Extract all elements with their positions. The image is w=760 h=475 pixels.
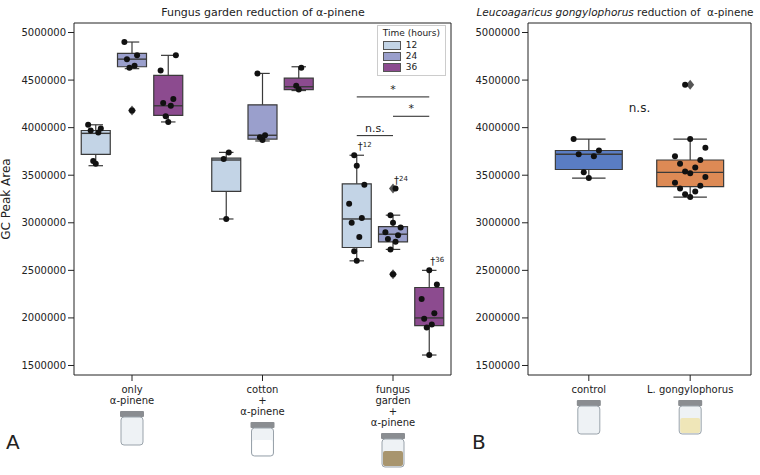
- svg-text:4500000: 4500000: [475, 75, 520, 86]
- svg-text:2000000: 2000000: [21, 312, 66, 323]
- svg-text:control: control: [571, 384, 606, 395]
- svg-text:n.s.: n.s.: [629, 101, 651, 115]
- html-text:B: B: [472, 430, 486, 454]
- svg-text:L. gongylophorus: L. gongylophorus: [647, 384, 733, 395]
- svg-text:*: *: [408, 102, 414, 115]
- svg-text:4000000: 4000000: [475, 122, 520, 133]
- svg-text:2500000: 2500000: [21, 265, 66, 276]
- svg-text:n.s.: n.s.: [365, 122, 385, 135]
- svg-text:2500000: 2500000: [475, 265, 520, 276]
- svg-text:3500000: 3500000: [475, 170, 520, 181]
- svg-text:4500000: 4500000: [21, 75, 66, 86]
- html-text:36: 36: [405, 62, 418, 72]
- html-text:Fungus garden reduction of α-p: Fungus garden reduction of α-pinene: [161, 6, 365, 19]
- svg-text:†24: †24: [394, 175, 408, 186]
- svg-text:1500000: 1500000: [21, 360, 66, 371]
- svg-text:†36: †36: [430, 256, 444, 267]
- svg-text:3000000: 3000000: [475, 217, 520, 228]
- svg-text:5000000: 5000000: [21, 27, 66, 38]
- html-text:Time (hours): Time (hours): [382, 28, 440, 38]
- html-text:A: A: [6, 430, 20, 454]
- svg-text:2000000: 2000000: [475, 312, 520, 323]
- svg-text:†12: †12: [358, 141, 372, 152]
- html-text:Leucoagaricus gongylophorus re: Leucoagaricus gongylophorus reduction of…: [476, 6, 754, 18]
- svg-text:cotton+α-pinene: cotton+α-pinene: [240, 384, 284, 417]
- svg-text:fungusgarden+α-pinene: fungusgarden+α-pinene: [371, 384, 415, 428]
- svg-text:4000000: 4000000: [21, 122, 66, 133]
- svg-text:3000000: 3000000: [21, 217, 66, 228]
- svg-text:5000000: 5000000: [475, 27, 520, 38]
- svg-text:onlyα-pinene: onlyα-pinene: [110, 384, 154, 406]
- html-text:12: 12: [405, 40, 418, 50]
- svg-text:1500000: 1500000: [475, 360, 520, 371]
- svg-text:*: *: [390, 83, 396, 96]
- svg-text:3500000: 3500000: [21, 170, 66, 181]
- html-text:24: 24: [405, 51, 418, 61]
- svg-text:GC Peak Area: GC Peak Area: [0, 158, 13, 239]
